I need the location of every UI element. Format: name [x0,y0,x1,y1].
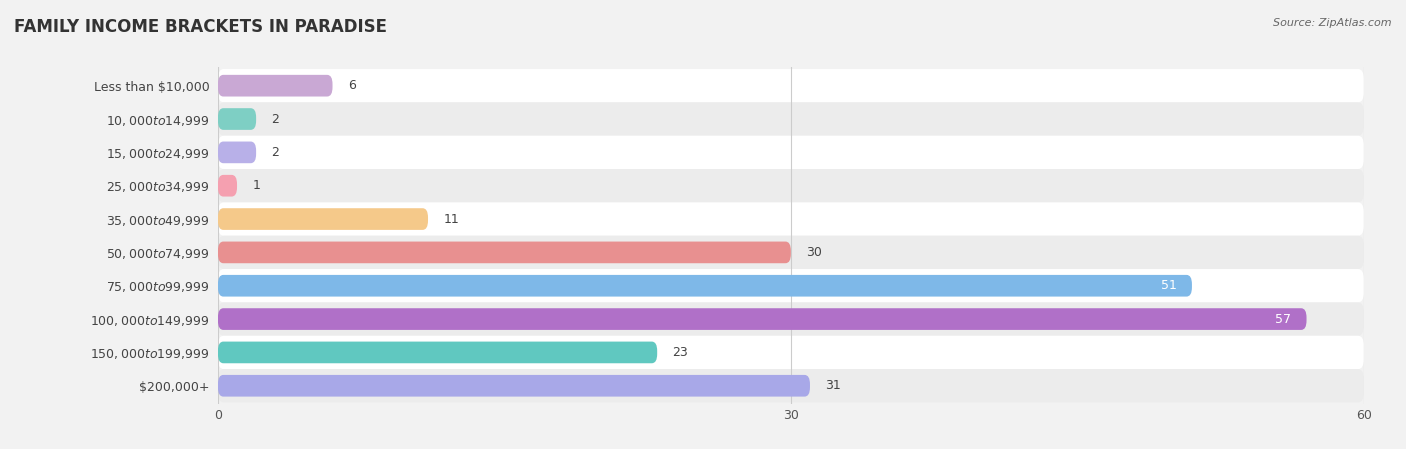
FancyBboxPatch shape [218,102,1364,136]
Text: Source: ZipAtlas.com: Source: ZipAtlas.com [1274,18,1392,28]
Text: 1: 1 [252,179,260,192]
FancyBboxPatch shape [218,242,790,263]
FancyBboxPatch shape [218,275,1192,297]
FancyBboxPatch shape [218,169,1364,202]
FancyBboxPatch shape [218,303,1364,336]
Text: 30: 30 [806,246,823,259]
FancyBboxPatch shape [218,141,256,163]
FancyBboxPatch shape [218,69,1364,102]
FancyBboxPatch shape [218,269,1364,303]
FancyBboxPatch shape [218,108,256,130]
FancyBboxPatch shape [218,375,810,396]
FancyBboxPatch shape [218,75,333,97]
Text: 31: 31 [825,379,841,392]
FancyBboxPatch shape [218,208,427,230]
Text: 6: 6 [347,79,356,92]
Text: 57: 57 [1275,313,1291,326]
FancyBboxPatch shape [218,236,1364,269]
FancyBboxPatch shape [218,202,1364,236]
Text: 2: 2 [271,146,280,159]
Text: 23: 23 [672,346,688,359]
Text: 51: 51 [1161,279,1177,292]
FancyBboxPatch shape [218,336,1364,369]
Text: 2: 2 [271,113,280,126]
Text: FAMILY INCOME BRACKETS IN PARADISE: FAMILY INCOME BRACKETS IN PARADISE [14,18,387,36]
FancyBboxPatch shape [218,342,657,363]
Text: 11: 11 [443,212,458,225]
FancyBboxPatch shape [218,175,238,197]
FancyBboxPatch shape [218,369,1364,402]
FancyBboxPatch shape [218,136,1364,169]
FancyBboxPatch shape [218,308,1306,330]
